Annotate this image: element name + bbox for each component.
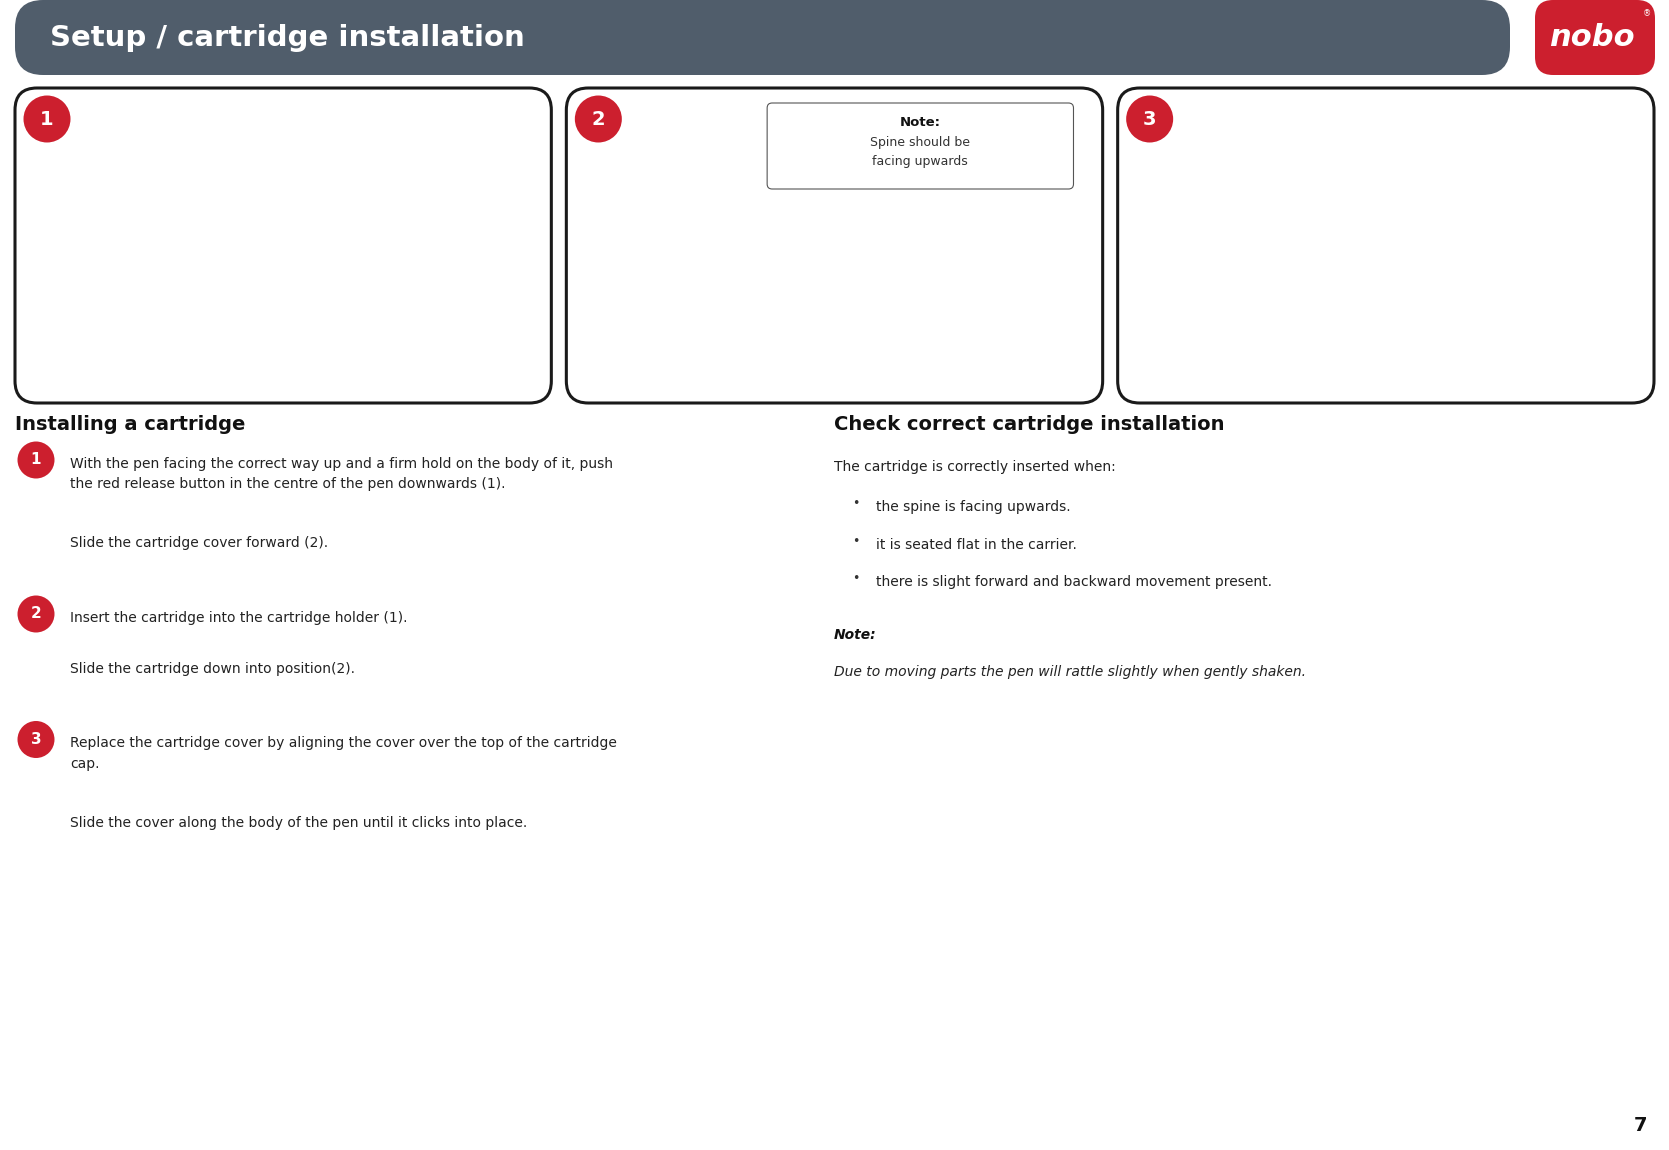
Text: •: • xyxy=(853,497,860,509)
Circle shape xyxy=(17,442,55,478)
Circle shape xyxy=(1127,95,1173,143)
Text: the spine is facing upwards.: the spine is facing upwards. xyxy=(876,500,1070,514)
FancyBboxPatch shape xyxy=(768,104,1073,189)
Text: Slide the cartridge down into position(2).: Slide the cartridge down into position(2… xyxy=(70,661,355,675)
Text: Check correct cartridge installation: Check correct cartridge installation xyxy=(834,415,1225,434)
Circle shape xyxy=(17,596,55,633)
Text: it is seated flat in the carrier.: it is seated flat in the carrier. xyxy=(876,537,1077,552)
FancyBboxPatch shape xyxy=(566,89,1103,402)
FancyBboxPatch shape xyxy=(1118,89,1654,402)
Text: With the pen facing the correct way up and a firm hold on the body of it, push
t: With the pen facing the correct way up a… xyxy=(70,457,613,491)
Text: 3: 3 xyxy=(30,733,42,748)
Text: Insert the cartridge into the cartridge holder (1).: Insert the cartridge into the cartridge … xyxy=(70,611,407,624)
Text: •: • xyxy=(853,535,860,547)
Circle shape xyxy=(23,95,70,143)
Circle shape xyxy=(574,95,623,143)
Text: 7: 7 xyxy=(1634,1116,1647,1135)
Text: 2: 2 xyxy=(30,606,42,621)
Text: Slide the cover along the body of the pen until it clicks into place.: Slide the cover along the body of the pe… xyxy=(70,815,527,829)
Text: Installing a cartridge: Installing a cartridge xyxy=(15,415,245,434)
Text: 1: 1 xyxy=(30,452,42,468)
Text: Slide the cartridge cover forward (2).: Slide the cartridge cover forward (2). xyxy=(70,536,329,550)
FancyBboxPatch shape xyxy=(15,89,551,402)
Circle shape xyxy=(17,721,55,758)
Text: Note:: Note: xyxy=(900,116,941,129)
FancyBboxPatch shape xyxy=(1535,0,1656,75)
Text: Due to moving parts the pen will rattle slightly when gently shaken.: Due to moving parts the pen will rattle … xyxy=(834,665,1307,678)
Text: there is slight forward and backward movement present.: there is slight forward and backward mov… xyxy=(876,575,1272,589)
Text: 3: 3 xyxy=(1143,109,1157,129)
Text: Spine should be
facing upwards: Spine should be facing upwards xyxy=(870,136,970,168)
Text: Replace the cartridge cover by aligning the cover over the top of the cartridge
: Replace the cartridge cover by aligning … xyxy=(70,736,618,770)
Text: ®: ® xyxy=(1644,9,1651,18)
Text: Note:: Note: xyxy=(834,628,876,642)
Text: nobo: nobo xyxy=(1549,23,1634,52)
FancyBboxPatch shape xyxy=(15,0,1510,75)
Text: 2: 2 xyxy=(591,109,606,129)
Text: Setup / cartridge installation: Setup / cartridge installation xyxy=(50,23,524,52)
Text: The cartridge is correctly inserted when:: The cartridge is correctly inserted when… xyxy=(834,460,1117,474)
Text: •: • xyxy=(853,572,860,585)
Text: 1: 1 xyxy=(40,109,53,129)
